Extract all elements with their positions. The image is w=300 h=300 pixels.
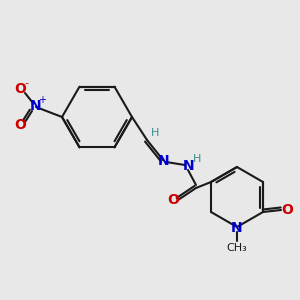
Text: N: N: [158, 154, 170, 168]
Text: CH₃: CH₃: [226, 243, 248, 253]
Text: +: +: [38, 95, 46, 105]
Text: H: H: [151, 128, 159, 138]
Text: N: N: [30, 99, 42, 113]
Text: H: H: [193, 154, 201, 164]
Text: N: N: [231, 221, 243, 235]
Text: O: O: [14, 118, 26, 132]
Text: -: -: [24, 78, 28, 88]
Text: O: O: [167, 193, 179, 207]
Text: N: N: [183, 159, 195, 173]
Text: O: O: [14, 82, 26, 96]
Text: O: O: [281, 203, 293, 217]
